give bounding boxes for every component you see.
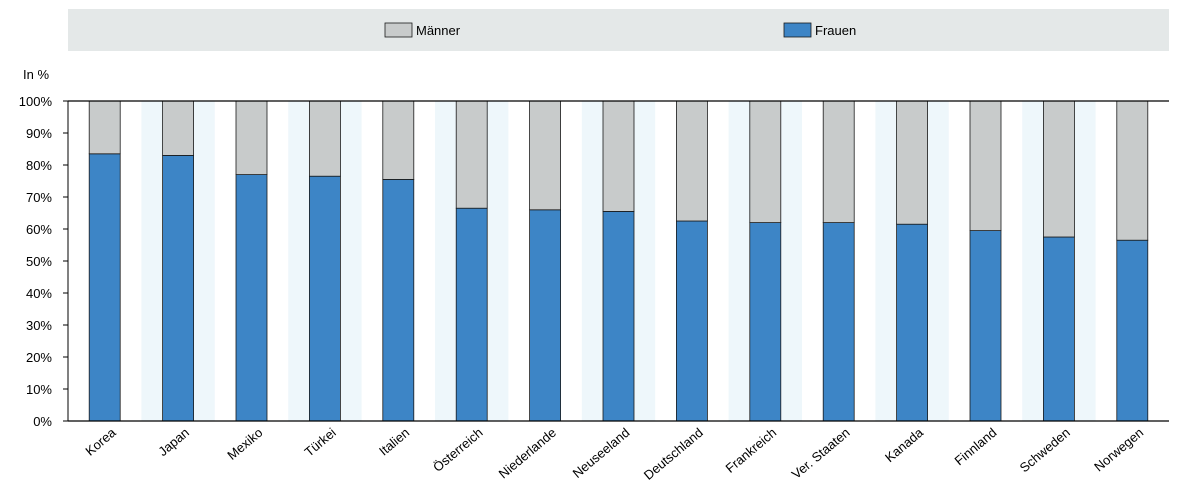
x-tick-label-deutschland: Deutschland xyxy=(641,425,706,483)
bar-frauen-mexiko xyxy=(235,174,268,422)
y-tick-label: 20% xyxy=(26,350,52,365)
y-tick-label: 10% xyxy=(26,382,52,397)
x-tick-label-osterreich: Österreich xyxy=(430,425,486,475)
bar-manner-niederlande xyxy=(529,100,561,211)
bar-frauen-schweden xyxy=(1043,236,1075,422)
bar-manner-korea xyxy=(88,100,121,155)
bar-frauen-osterreich xyxy=(455,207,488,422)
bar-manner-frankreich xyxy=(749,100,782,223)
x-tick-label-niederlande: Niederlande xyxy=(496,425,559,482)
y-tick-label: 80% xyxy=(26,158,52,173)
bar-manner-mexiko xyxy=(235,100,268,175)
bar-frauen-frankreich xyxy=(749,222,782,422)
y-tick-label: 40% xyxy=(26,286,52,301)
legend-label-frauen: Frauen xyxy=(815,23,856,38)
bar-frauen-korea xyxy=(88,153,121,422)
bar-manner-neuseeland xyxy=(602,100,635,212)
legend-swatch-manner xyxy=(384,22,413,38)
bar-frauen-italien xyxy=(382,178,415,422)
y-tick-label: 60% xyxy=(26,222,52,237)
y-axis-unit-label: In % xyxy=(23,67,49,82)
y-tick-label: 50% xyxy=(26,254,52,269)
bar-manner-schweden xyxy=(1043,100,1075,238)
bar-manner-finnland xyxy=(969,100,1002,232)
bar-frauen-kanada xyxy=(896,223,928,422)
bar-manner-italien xyxy=(382,100,415,180)
x-tick-label-norwegen: Norwegen xyxy=(1091,425,1146,475)
x-tick-label-italien: Italien xyxy=(376,425,412,459)
bar-manner-deutschland xyxy=(676,100,708,222)
y-tick-label: 100% xyxy=(19,94,53,109)
bar-frauen-neuseeland xyxy=(602,210,635,422)
bar-frauen-finnland xyxy=(969,230,1002,422)
x-tick-label-frankreich: Frankreich xyxy=(723,425,780,476)
x-tick-label-kanada: Kanada xyxy=(882,424,927,465)
x-tick-label-ver-staaten: Ver. Staaten xyxy=(789,425,853,482)
bar-manner-japan xyxy=(162,100,195,156)
legend-swatch-frauen xyxy=(783,22,812,38)
bar-manner-turkei xyxy=(308,100,341,177)
y-tick-label: 0% xyxy=(33,414,52,429)
x-tick-label-mexiko: Mexiko xyxy=(224,425,265,463)
y-tick-label: 30% xyxy=(26,318,52,333)
x-tick-label-schweden: Schweden xyxy=(1017,425,1073,476)
legend-label-manner: Männer xyxy=(416,23,461,38)
bar-frauen-deutschland xyxy=(676,220,708,422)
bar-manner-kanada xyxy=(896,100,928,225)
y-tick-label: 70% xyxy=(26,190,52,205)
bar-frauen-niederlande xyxy=(529,209,561,422)
x-tick-label-japan: Japan xyxy=(155,425,192,459)
x-tick-label-korea: Korea xyxy=(82,424,119,458)
legend-band xyxy=(68,9,1169,51)
bar-manner-osterreich xyxy=(455,100,488,209)
bar-manner-norwegen xyxy=(1116,100,1149,241)
y-tick-label: 90% xyxy=(26,126,52,141)
x-tick-label-turkei: Türkei xyxy=(302,425,339,460)
x-tick-label-neuseeland: Neuseeland xyxy=(570,425,633,481)
bar-frauen-norwegen xyxy=(1116,239,1149,422)
bar-manner-ver-staaten xyxy=(822,100,855,223)
bar-frauen-ver-staaten xyxy=(822,222,855,422)
x-tick-label-finnland: Finnland xyxy=(952,425,1000,469)
bar-frauen-japan xyxy=(162,154,195,422)
bar-frauen-turkei xyxy=(308,175,341,422)
